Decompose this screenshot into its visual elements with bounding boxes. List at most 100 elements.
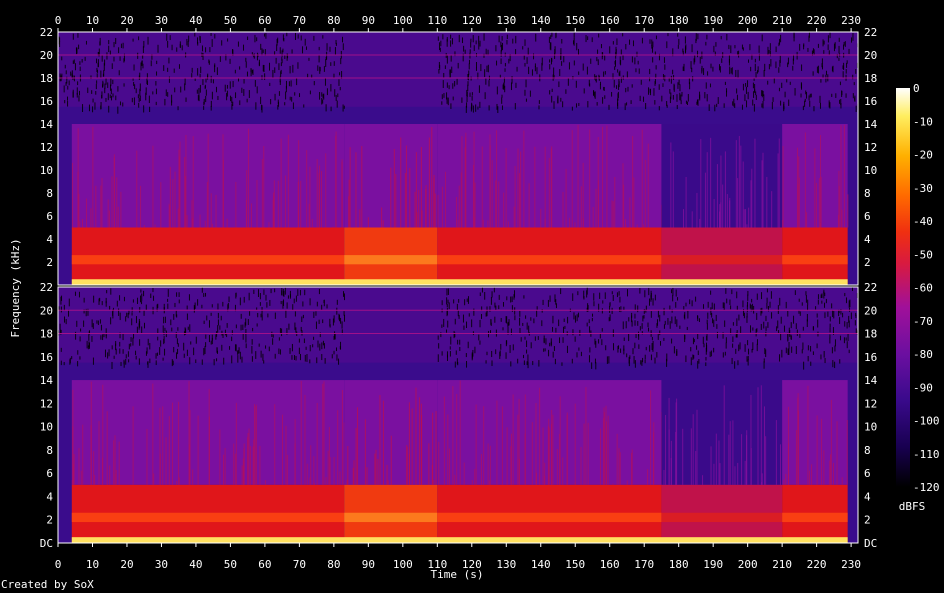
energy-streak xyxy=(224,448,226,485)
noise-dropout xyxy=(72,89,74,98)
noise-dropout xyxy=(563,56,565,63)
noise-dropout xyxy=(552,315,554,324)
energy-streak xyxy=(566,412,568,485)
energy-streak xyxy=(653,422,655,485)
energy-streak xyxy=(692,414,694,485)
noise-dropout xyxy=(501,97,503,104)
noise-dropout xyxy=(475,67,477,71)
noise-dropout xyxy=(823,40,825,45)
energy-streak xyxy=(327,450,329,485)
noise-dropout xyxy=(666,358,668,367)
noise-dropout xyxy=(137,52,139,59)
energy-streak xyxy=(734,466,736,485)
noise-dropout xyxy=(631,315,633,323)
noise-dropout xyxy=(781,349,783,358)
noise-dropout xyxy=(813,49,815,55)
noise-dropout xyxy=(446,97,448,104)
noise-dropout xyxy=(614,66,616,70)
noise-dropout xyxy=(133,333,135,339)
noise-dropout xyxy=(807,299,809,306)
noise-dropout xyxy=(159,347,161,355)
noise-dropout xyxy=(318,46,320,51)
noise-dropout xyxy=(97,320,99,326)
noise-dropout xyxy=(313,80,315,86)
noise-dropout xyxy=(785,301,787,309)
noise-dropout xyxy=(231,336,233,342)
noise-dropout xyxy=(710,290,712,295)
noise-dropout xyxy=(262,49,264,53)
noise-dropout xyxy=(128,359,130,363)
noise-dropout xyxy=(829,337,831,344)
noise-dropout xyxy=(778,87,780,92)
noise-dropout xyxy=(785,347,787,354)
noise-dropout xyxy=(188,35,190,42)
noise-dropout xyxy=(291,49,293,54)
noise-dropout xyxy=(741,44,743,50)
energy-streak xyxy=(740,145,742,228)
noise-dropout xyxy=(525,79,527,88)
noise-dropout xyxy=(671,309,673,313)
noise-dropout xyxy=(729,299,731,306)
energy-streak xyxy=(420,147,422,228)
noise-dropout xyxy=(335,42,337,46)
noise-dropout xyxy=(675,289,677,297)
energy-streak xyxy=(503,192,505,228)
noise-dropout xyxy=(63,361,65,366)
noise-dropout xyxy=(511,296,513,303)
noise-dropout xyxy=(292,304,294,310)
noise-dropout xyxy=(487,49,489,56)
energy-streak xyxy=(718,440,720,485)
noise-dropout xyxy=(216,347,218,353)
x-tick-label-bottom: 60 xyxy=(258,558,271,571)
noise-dropout xyxy=(686,326,688,331)
x-tick-label-top: 140 xyxy=(531,14,551,27)
energy-streak xyxy=(447,414,449,485)
energy-streak xyxy=(562,192,564,228)
noise-dropout xyxy=(214,65,216,73)
noise-dropout xyxy=(667,318,669,325)
energy-streak xyxy=(160,182,162,228)
noise-dropout xyxy=(167,289,169,297)
noise-dropout xyxy=(111,63,113,69)
noise-dropout xyxy=(763,361,765,369)
noise-dropout xyxy=(747,294,749,301)
noise-dropout xyxy=(221,40,223,46)
noise-dropout xyxy=(623,348,625,355)
noise-dropout xyxy=(855,314,857,319)
noise-dropout xyxy=(467,74,469,81)
noise-dropout xyxy=(753,305,755,314)
noise-dropout xyxy=(473,45,475,51)
noise-dropout xyxy=(253,289,255,294)
noise-dropout xyxy=(659,330,661,336)
noise-dropout xyxy=(851,37,853,43)
noise-dropout xyxy=(221,344,223,351)
noise-dropout xyxy=(629,355,631,359)
colorbar-tick-label: -10 xyxy=(913,115,933,128)
noise-dropout xyxy=(751,303,753,311)
noise-dropout xyxy=(105,301,107,307)
noise-dropout xyxy=(335,95,337,101)
noise-dropout xyxy=(757,70,759,74)
noise-dropout xyxy=(443,72,445,78)
noise-dropout xyxy=(245,328,247,336)
noise-dropout xyxy=(553,101,555,109)
noise-dropout xyxy=(232,80,234,88)
y-tick-label-right: 10 xyxy=(864,164,877,177)
noise-dropout xyxy=(101,301,103,306)
noise-dropout xyxy=(322,94,324,99)
noise-dropout xyxy=(245,335,247,343)
noise-dropout xyxy=(523,354,525,359)
noise-dropout xyxy=(303,338,305,344)
energy-streak xyxy=(496,400,498,485)
noise-dropout xyxy=(672,287,674,296)
y-tick-label-right: 4 xyxy=(864,490,871,503)
energy-streak xyxy=(751,168,753,228)
x-tick-label-bottom: 180 xyxy=(669,558,689,571)
noise-dropout xyxy=(736,318,738,327)
energy-streak xyxy=(254,404,256,485)
noise-dropout xyxy=(601,328,603,332)
noise-dropout xyxy=(856,292,858,299)
energy-streak xyxy=(746,430,748,485)
noise-dropout xyxy=(544,348,546,352)
y-tick-label-left: 6 xyxy=(46,210,53,223)
